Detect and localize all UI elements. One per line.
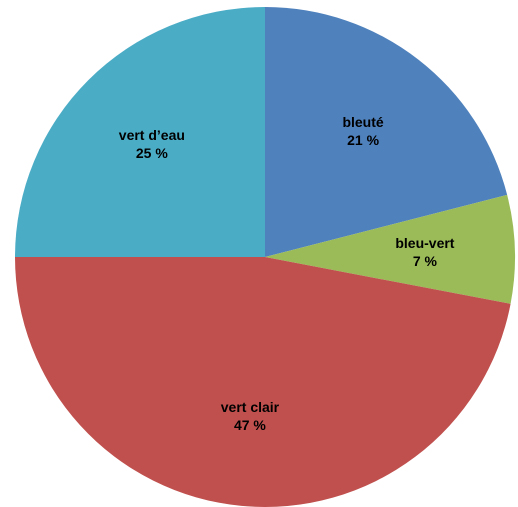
pie-slice bbox=[15, 257, 511, 507]
value-label: 21 % bbox=[347, 131, 380, 148]
pie-slice bbox=[265, 7, 508, 257]
pie-slice bbox=[15, 7, 265, 257]
slice-label: vert d’eau 25 % bbox=[117, 126, 187, 162]
value-label: 25 % bbox=[135, 144, 168, 161]
category-label: vert clair bbox=[220, 399, 280, 416]
category-label: vert d’eau bbox=[118, 126, 185, 143]
value-label: 7 % bbox=[412, 252, 437, 269]
value-label: 47 % bbox=[233, 417, 266, 434]
slice-label: vert clair 47 % bbox=[184, 398, 316, 434]
slice-label: bleu-vert 7 % bbox=[395, 234, 454, 270]
slice-label: bleuté 21 % bbox=[334, 113, 393, 149]
pie-slice bbox=[265, 194, 515, 304]
category-label: bleu-vert bbox=[395, 234, 455, 251]
category-label: bleuté bbox=[342, 113, 384, 130]
